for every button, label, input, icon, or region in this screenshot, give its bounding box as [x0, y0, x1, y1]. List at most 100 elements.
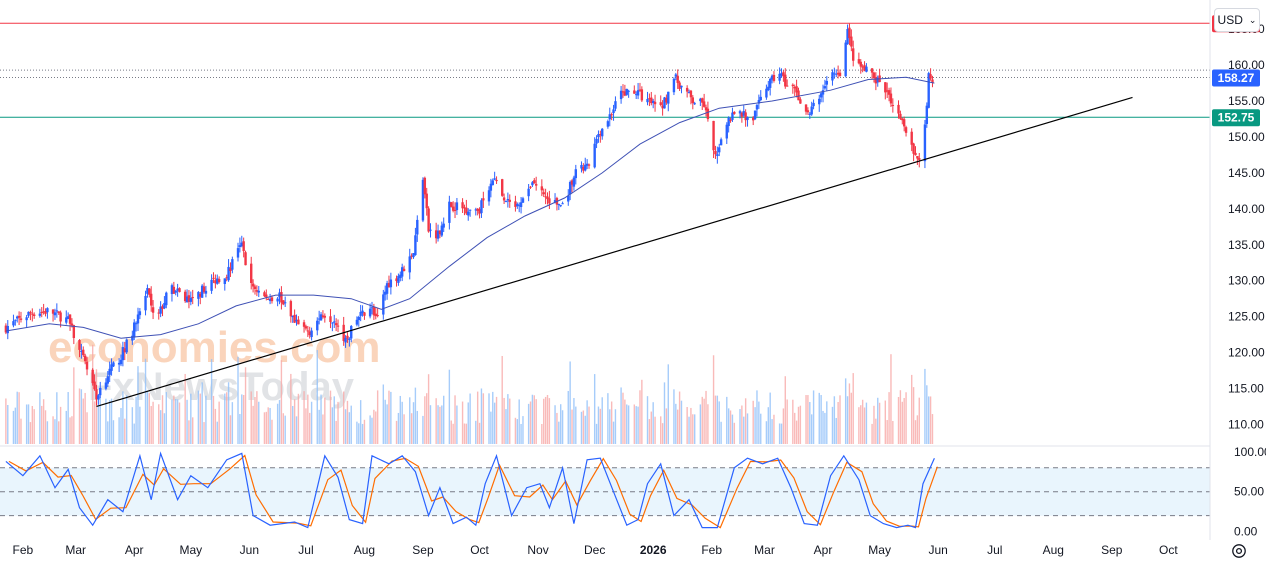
- candle-body-11: [32, 314, 36, 316]
- volume-bar-32: [91, 344, 94, 444]
- stochastic-pane: [0, 445, 1210, 529]
- currency-dropdown[interactable]: USD ⌄: [1214, 8, 1260, 32]
- volume-bar-64: [175, 398, 177, 444]
- candle-body-351: [931, 79, 934, 83]
- volume-bar-345: [916, 415, 919, 444]
- trendline: [96, 96, 1133, 408]
- settings-button[interactable]: [1228, 540, 1250, 562]
- candle-body-63: [172, 286, 176, 294]
- candle-body-187: [501, 179, 504, 196]
- volume-bar-332: [884, 400, 886, 444]
- candle-body-226: [601, 128, 604, 137]
- volume-bar-83: [225, 392, 228, 444]
- volume-bar-188: [503, 397, 505, 444]
- candle-body-175: [467, 211, 470, 216]
- volume-bar-154: [412, 402, 415, 444]
- volume-bar-302: [805, 395, 807, 444]
- volume-bar-246: [654, 416, 656, 444]
- volume-bar-277: [739, 409, 741, 444]
- candle-body-121: [323, 315, 327, 318]
- candle-body-231: [614, 101, 617, 109]
- volume-bar-34: [95, 369, 98, 444]
- volume-bar-283: [754, 407, 756, 444]
- candle-body-45: [123, 348, 126, 353]
- volume-bar-33: [93, 401, 96, 444]
- volume-bar-313: [833, 396, 836, 444]
- candle-body-176: [468, 209, 472, 211]
- volume-bar-120: [322, 414, 324, 444]
- candle-body-77: [210, 279, 213, 291]
- candle-body-83: [225, 277, 228, 279]
- candle-body-313: [833, 73, 836, 75]
- candle-body-264: [702, 101, 706, 107]
- candle-body-144: [385, 283, 389, 294]
- candle-body-108: [291, 315, 294, 318]
- volume-bar-130: [348, 412, 351, 444]
- volume-bar-56: [152, 401, 154, 444]
- candle-body-10: [31, 313, 34, 315]
- volume-bar-287: [765, 421, 768, 444]
- osc-tick-label: 50.00: [1234, 485, 1264, 499]
- candle-body-301: [799, 99, 802, 104]
- volume-bar-301: [799, 405, 802, 444]
- volume-bar-101: [271, 419, 273, 444]
- volume-bar-61: [165, 392, 167, 444]
- price-tick-label: 130.00: [1228, 274, 1265, 288]
- volume-bar-75: [203, 422, 205, 444]
- osc-tick-label: 0.00: [1234, 525, 1258, 539]
- candle-body-37: [104, 382, 108, 389]
- volume-bar-346: [918, 397, 920, 444]
- candle-body-321: [852, 48, 855, 61]
- candle-body-323: [859, 61, 862, 67]
- volume-bar-141: [376, 390, 379, 444]
- candle-body-0: [4, 325, 8, 333]
- volume-bar-69: [188, 420, 190, 444]
- candle-body-89: [240, 242, 243, 246]
- volume-bar-62: [171, 399, 173, 444]
- horizontal-levels: [0, 22, 1210, 118]
- candle-body-218: [582, 167, 585, 171]
- price-tick-label: 140.00: [1228, 202, 1265, 216]
- volume-bar-317: [844, 378, 847, 444]
- candle-body-271: [719, 139, 723, 146]
- price-badge-1: [1212, 109, 1260, 127]
- candle-body-200: [533, 180, 536, 184]
- candle-body-206: [548, 198, 551, 204]
- volume-bar-179: [478, 422, 481, 444]
- candle-body-330: [876, 77, 879, 83]
- candle-body-193: [516, 204, 519, 206]
- candle-body-233: [621, 91, 625, 93]
- volume-bar-111: [297, 393, 300, 444]
- candle-body-162: [434, 230, 438, 239]
- candle-body-294: [782, 72, 785, 77]
- volume-bar-80: [216, 421, 218, 444]
- time-tick-label: Aug: [1043, 543, 1064, 557]
- candle-body-82: [223, 278, 226, 284]
- candle-body-185: [493, 178, 496, 180]
- candle-body-250: [665, 97, 668, 103]
- candle-body-8: [27, 311, 30, 316]
- candle-body-143: [384, 291, 387, 295]
- candle-body-165: [440, 225, 444, 236]
- candle-body-254: [676, 75, 679, 83]
- volume-bar-172: [461, 401, 464, 444]
- volume-bar-127: [342, 391, 345, 444]
- candle-body-311: [825, 80, 828, 85]
- volume-bar-126: [337, 401, 339, 444]
- volume-bar-183: [490, 411, 492, 444]
- volume-bar-275: [731, 414, 734, 444]
- candle-body-291: [772, 74, 776, 81]
- candle-body-275: [731, 112, 734, 120]
- candle-body-95: [255, 290, 259, 292]
- candle-body-180: [480, 200, 483, 214]
- time-tick-label: Apr: [814, 543, 833, 557]
- time-tick-label: Oct: [470, 543, 489, 557]
- candle-body-56: [151, 307, 155, 313]
- volume-bar-79: [214, 408, 217, 444]
- volume-bar-122: [329, 390, 332, 444]
- time-tick-label: Jul: [298, 543, 313, 557]
- stoch-d-line: [8, 454, 938, 529]
- volume-bar-128: [344, 409, 347, 444]
- candle-body-61: [165, 292, 168, 306]
